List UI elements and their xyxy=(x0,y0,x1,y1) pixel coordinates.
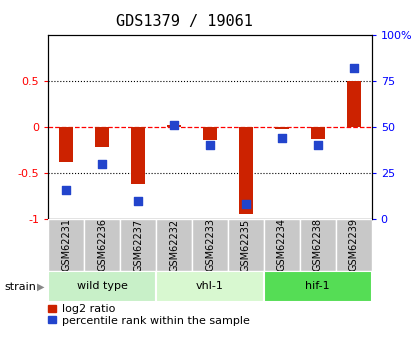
Bar xyxy=(60,127,73,162)
Text: GSM62239: GSM62239 xyxy=(349,218,359,272)
Text: GSM62236: GSM62236 xyxy=(97,218,107,272)
Bar xyxy=(300,219,336,271)
Bar xyxy=(95,127,109,147)
Point xyxy=(350,65,357,70)
Text: hif-1: hif-1 xyxy=(305,282,330,291)
Text: GDS1379 / 19061: GDS1379 / 19061 xyxy=(116,14,253,29)
Bar xyxy=(239,127,253,215)
Point xyxy=(135,198,142,204)
Text: GSM62234: GSM62234 xyxy=(277,218,287,272)
Bar xyxy=(228,219,264,271)
Bar xyxy=(264,219,300,271)
Point xyxy=(99,161,105,167)
Bar xyxy=(131,127,145,184)
Bar xyxy=(203,127,217,140)
Bar xyxy=(336,219,372,271)
Point xyxy=(171,122,177,128)
Bar xyxy=(311,127,325,139)
Bar xyxy=(347,81,360,127)
Text: percentile rank within the sample: percentile rank within the sample xyxy=(62,316,250,325)
Point xyxy=(243,201,249,207)
Bar xyxy=(192,219,228,271)
Point xyxy=(207,142,213,148)
Text: GSM62231: GSM62231 xyxy=(61,218,71,272)
Bar xyxy=(48,271,156,302)
Point xyxy=(278,135,285,141)
Bar xyxy=(48,219,84,271)
Text: wild type: wild type xyxy=(77,282,128,291)
Bar xyxy=(84,219,120,271)
Text: strain: strain xyxy=(4,282,36,292)
Text: GSM62237: GSM62237 xyxy=(133,218,143,272)
Bar xyxy=(120,219,156,271)
Bar xyxy=(275,127,289,129)
Text: GSM62235: GSM62235 xyxy=(241,218,251,272)
Bar xyxy=(264,271,372,302)
Text: ▶: ▶ xyxy=(37,282,44,292)
Bar xyxy=(167,125,181,127)
Point xyxy=(63,187,70,192)
Text: GSM62232: GSM62232 xyxy=(169,218,179,272)
Point xyxy=(315,142,321,148)
Bar xyxy=(156,219,192,271)
Bar xyxy=(156,271,264,302)
Text: GSM62233: GSM62233 xyxy=(205,218,215,272)
Text: vhl-1: vhl-1 xyxy=(196,282,224,291)
Text: GSM62238: GSM62238 xyxy=(313,218,323,272)
Text: log2 ratio: log2 ratio xyxy=(62,305,116,314)
